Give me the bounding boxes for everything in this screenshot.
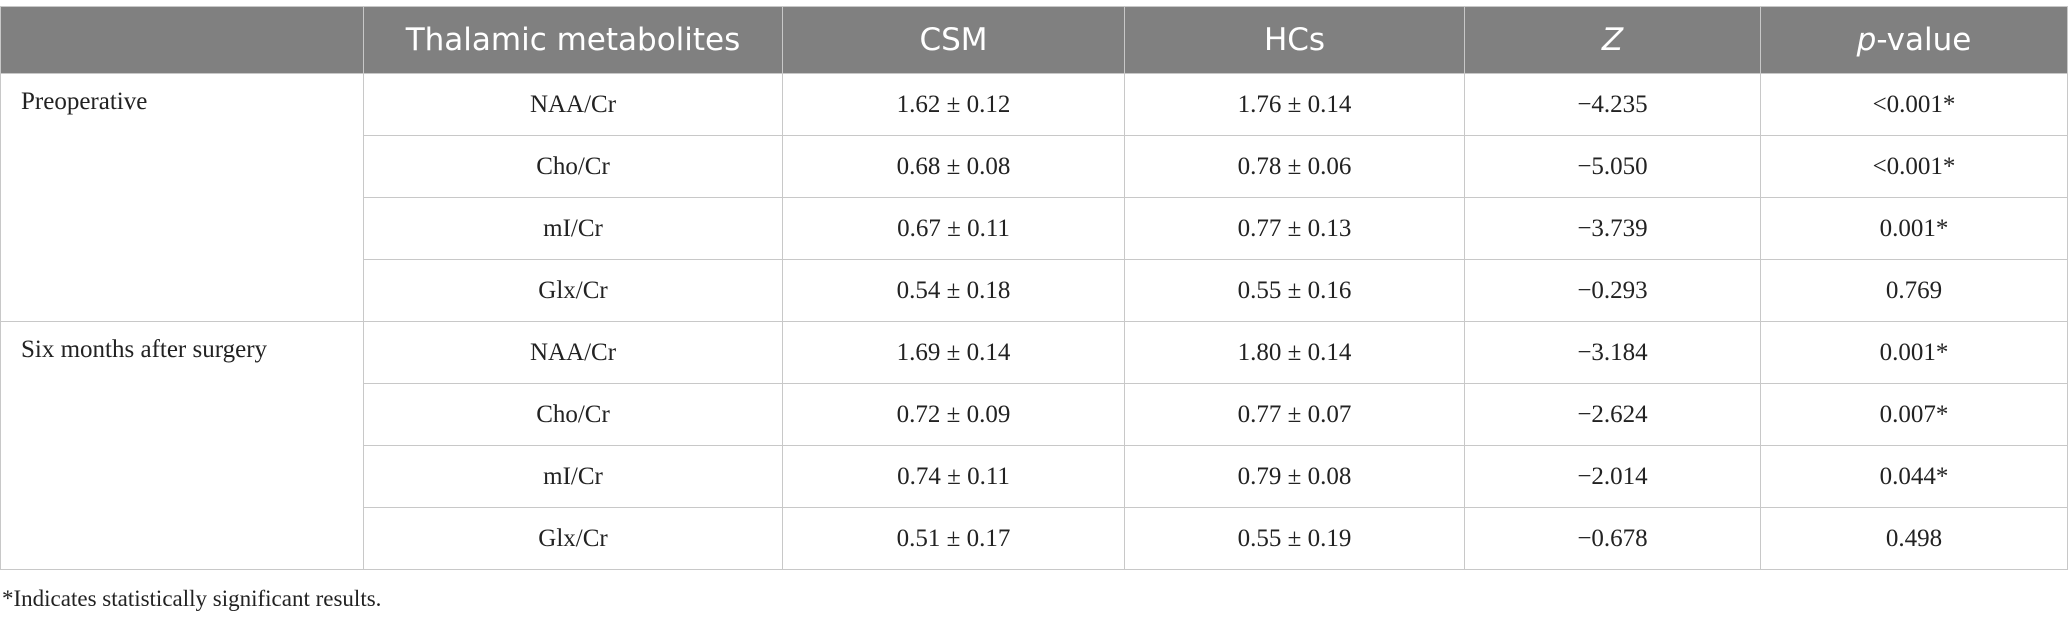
table-row: Glx/Cr 0.51 ± 0.17 0.55 ± 0.19 −0.678 0.498 xyxy=(1,507,2068,570)
cell: 1.80 ± 0.14 xyxy=(1124,321,1465,384)
cell: −2.014 xyxy=(1464,445,1761,508)
table-row: Preoperative NAA/Cr 1.62 ± 0.12 1.76 ± 0.14… xyxy=(0,73,2068,322)
cell: <0.001* xyxy=(1760,135,2068,198)
cell: 0.001* xyxy=(1760,197,2068,260)
footnote: *Indicates statistically significant res… xyxy=(2,586,382,611)
cell: 0.74 ± 0.11 xyxy=(782,445,1125,508)
table-row: Six months after surgery NAA/Cr 1.69 ± 0.1… xyxy=(0,321,2068,570)
cell: 0.001* xyxy=(1760,321,2068,384)
table-row: mI/Cr 0.74 ± 0.11 0.79 ± 0.08 −2.014 0.044* xyxy=(1,445,2068,508)
cell: −3.739 xyxy=(1464,197,1761,260)
cell: −0.678 xyxy=(1464,507,1761,570)
cell: 0.55 ± 0.16 xyxy=(1124,259,1465,322)
cell: 1.62 ± 0.12 xyxy=(782,73,1125,136)
cell: 0.007* xyxy=(1760,383,2068,446)
cell: mI/Cr xyxy=(363,197,783,260)
cell: 0.79 ± 0.08 xyxy=(1124,445,1465,508)
cell: −4.235 xyxy=(1464,73,1761,136)
header-cell: CSM xyxy=(782,6,1125,74)
cell: −5.050 xyxy=(1464,135,1761,198)
header-text: -value xyxy=(1876,22,1972,58)
table-row: Glx/Cr 0.54 ± 0.18 0.55 ± 0.16 −0.293 0.769 xyxy=(1,259,2068,322)
cell: 0.54 ± 0.18 xyxy=(782,259,1125,322)
group-label: Six months after surgery xyxy=(0,321,364,570)
table-row: Cho/Cr 0.72 ± 0.09 0.77 ± 0.07 −2.624 0.007* xyxy=(1,383,2068,446)
cell: −0.293 xyxy=(1464,259,1761,322)
cell: 0.67 ± 0.11 xyxy=(782,197,1125,260)
header-cell: Thalamic metabolites xyxy=(363,6,783,74)
cell: <0.001* xyxy=(1760,73,2068,136)
cell: −3.184 xyxy=(1464,321,1761,384)
cell: −2.624 xyxy=(1464,383,1761,446)
cell: 0.55 ± 0.19 xyxy=(1124,507,1465,570)
header-italic: p xyxy=(1856,22,1877,58)
cell: 1.76 ± 0.14 xyxy=(1124,73,1465,136)
header-cell: HCs xyxy=(1124,6,1465,74)
cell: 0.51 ± 0.17 xyxy=(782,507,1125,570)
cell: Cho/Cr xyxy=(363,383,783,446)
cell: 0.77 ± 0.13 xyxy=(1124,197,1465,260)
cell: Glx/Cr xyxy=(363,259,783,322)
cell: Glx/Cr xyxy=(363,507,783,570)
table-row: mI/Cr 0.67 ± 0.11 0.77 ± 0.13 −3.739 0.001* xyxy=(1,197,2068,260)
cell: 0.77 ± 0.07 xyxy=(1124,383,1465,446)
cell: 1.69 ± 0.14 xyxy=(782,321,1125,384)
cell: 0.498 xyxy=(1760,507,2068,570)
cell: 0.769 xyxy=(1760,259,2068,322)
cell: mI/Cr xyxy=(363,445,783,508)
group-label: Preoperative xyxy=(0,73,364,322)
cell: NAA/Cr xyxy=(363,73,783,136)
cell: 0.78 ± 0.06 xyxy=(1124,135,1465,198)
header-cell: p-value xyxy=(1760,6,2068,74)
cell: NAA/Cr xyxy=(363,321,783,384)
cell: Cho/Cr xyxy=(363,135,783,198)
cell: 0.68 ± 0.08 xyxy=(782,135,1125,198)
header-cell xyxy=(0,6,364,74)
cell: 0.044* xyxy=(1760,445,2068,508)
header-cell: Z xyxy=(1464,6,1761,74)
cell: 0.72 ± 0.09 xyxy=(782,383,1125,446)
